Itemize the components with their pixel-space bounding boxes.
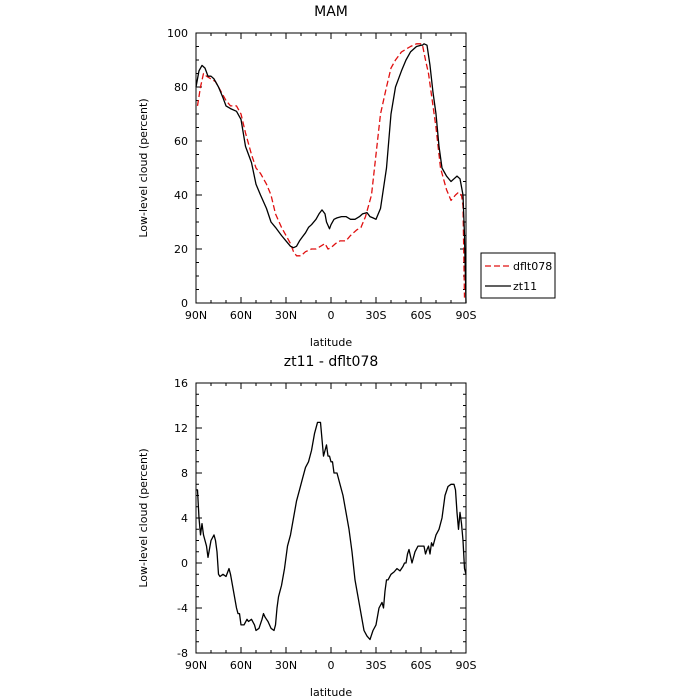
legend-entry: zt11 [513,280,537,293]
x-tick-label: 30S [366,309,387,322]
x-tick-label: 0 [328,309,335,322]
y-axis-label: Low-level cloud (percent) [137,98,150,237]
series-line-difference [196,421,467,641]
chart-title: MAM [314,4,348,20]
y-tick-label: 8 [181,467,188,480]
series-line-dflt078 [196,43,466,298]
y-tick-label: 40 [174,189,188,202]
top-panel: 90N 60N 30N 0 30S 60S 90S 0 20 40 60 80 100 MAM latitu… [137,4,556,349]
x-tick-label: 30S [366,659,387,672]
x-tick-label: 60N [230,659,252,672]
y-tick-label: 4 [181,512,188,525]
y-tick-label: 100 [167,27,188,40]
y-tick-label: -8 [177,647,188,660]
bottom-panel: 90N 60N 30N 0 30S 60S 90S -8 -4 0 4 8 12 16 zt11 - dfl… [137,354,477,699]
x-tick-label: 90S [456,659,477,672]
plot-frame [195,382,467,654]
series-line-zt11 [195,43,467,304]
y-tick-label: 60 [174,135,188,148]
plot-frame [195,32,467,304]
legend: dflt078 zt11 [480,252,556,299]
x-tick-label: 30N [275,309,297,322]
x-tick-label: 60N [230,309,252,322]
y-tick-label: -4 [177,602,188,615]
y-tick-label: 0 [181,297,188,310]
x-tick-label: 30N [275,659,297,672]
x-tick-label: 60S [411,659,432,672]
legend-entry: dflt078 [513,260,552,273]
x-axis-label: latitude [310,686,352,699]
y-tick-label: 12 [174,422,188,435]
x-tick-label: 60S [411,309,432,322]
x-tick-label: 90N [185,309,207,322]
x-axis-label: latitude [310,336,352,349]
y-tick-label: 16 [174,377,188,390]
chart-title: zt11 - dflt078 [284,354,379,370]
x-tick-label: 90S [456,309,477,322]
y-axis-label: Low-level cloud (percent) [137,448,150,587]
x-tick-label: 0 [328,659,335,672]
y-tick-label: 80 [174,81,188,94]
y-tick-label: 0 [181,557,188,570]
x-tick-label: 90N [185,659,207,672]
y-tick-label: 20 [174,243,188,256]
legend-box [480,252,556,299]
